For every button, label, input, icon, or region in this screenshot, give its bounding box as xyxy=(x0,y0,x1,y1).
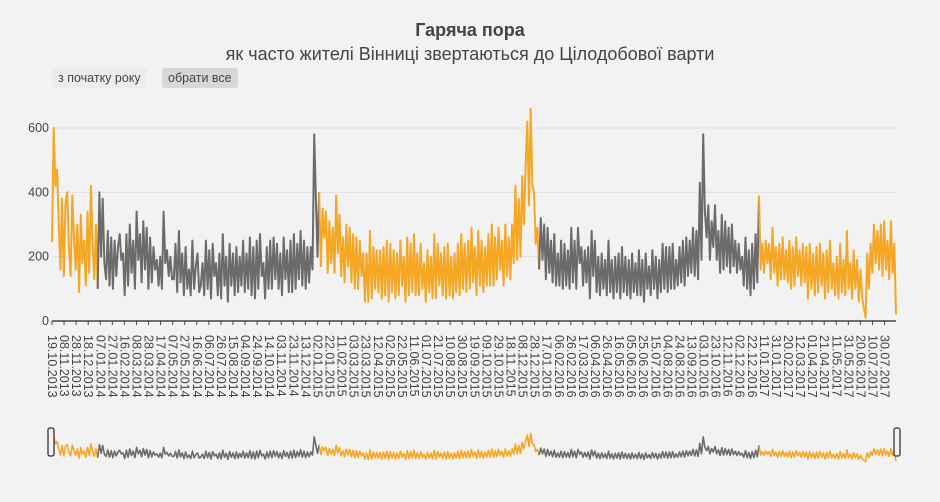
x-tick-label: 28.12.2015 xyxy=(528,335,542,398)
x-axis: 19.10.201308.11.201328.11.201318.12.2013… xyxy=(45,321,892,398)
series-line-navigator xyxy=(318,432,540,461)
x-tick-label: 03.11.2014 xyxy=(274,335,288,397)
x-tick-label: 08.12.2015 xyxy=(516,335,530,398)
x-tick-label: 03.03.2015 xyxy=(347,335,361,398)
x-tick-label: 01.07.2015 xyxy=(419,335,433,398)
x-tick-label: 11.01.2017 xyxy=(757,335,771,397)
x-tick-label: 15.07.2016 xyxy=(648,335,662,398)
x-tick-label: 24.09.2014 xyxy=(250,335,264,398)
x-tick-label: 23.10.2016 xyxy=(709,335,723,398)
series-line-main xyxy=(51,127,99,294)
x-tick-label: 26.02.2016 xyxy=(564,335,578,398)
x-tick-label: 04.09.2014 xyxy=(238,335,252,398)
x-tick-label: 30.08.2015 xyxy=(455,335,469,398)
x-tick-label: 27.05.2014 xyxy=(178,335,192,398)
x-tick-label: 08.03.2014 xyxy=(130,335,144,398)
series-line-navigator xyxy=(538,436,760,461)
x-tick-label: 29.10.2015 xyxy=(491,335,505,398)
x-tick-label: 06.07.2014 xyxy=(202,335,216,398)
x-tick-label: 16.06.2014 xyxy=(190,335,204,398)
y-tick-label: 600 xyxy=(28,121,49,135)
x-tick-label: 05.06.2016 xyxy=(624,335,638,398)
x-tick-label: 23.11.2014 xyxy=(286,335,300,397)
x-tick-label: 20.02.2017 xyxy=(781,335,795,398)
x-tick-label: 17.01.2016 xyxy=(540,335,554,398)
x-tick-label: 12.04.2015 xyxy=(371,335,385,398)
x-tick-label: 30.07.2017 xyxy=(878,335,892,398)
x-tick-label: 26.04.2016 xyxy=(600,335,614,398)
y-tick-label: 400 xyxy=(28,185,49,199)
x-tick-label: 22.12.2016 xyxy=(745,335,759,398)
navigator-right-handle xyxy=(893,427,901,457)
x-tick-label: 11.02.2015 xyxy=(335,335,349,397)
x-tick-label: 31.01.2017 xyxy=(769,335,783,398)
x-tick-label: 24.08.2016 xyxy=(672,335,686,398)
x-tick-label: 02.05.2015 xyxy=(383,335,397,398)
x-tick-label: 10.08.2015 xyxy=(443,335,457,398)
x-tick-label: 17.03.2016 xyxy=(576,335,590,398)
x-tick-label: 07.01.2014 xyxy=(93,335,107,398)
x-tick-label: 19.10.2013 xyxy=(45,335,59,398)
x-tick-label: 12.11.2016 xyxy=(721,335,735,397)
x-tick-label: 10.07.2017 xyxy=(866,335,880,398)
series-line-main xyxy=(538,133,760,303)
x-tick-label: 28.03.2014 xyxy=(142,335,156,398)
x-tick-label: 21.04.2017 xyxy=(817,335,831,398)
x-tick-label: 03.10.2016 xyxy=(697,335,711,398)
series-lines xyxy=(51,107,897,319)
x-tick-label: 26.07.2014 xyxy=(214,335,228,398)
x-tick-label: 02.12.2016 xyxy=(733,335,747,398)
series-line-main xyxy=(318,107,541,303)
select-all-range-button[interactable]: обрати все xyxy=(162,68,238,88)
x-tick-label: 15.08.2014 xyxy=(226,335,240,398)
x-tick-label: 06.04.2016 xyxy=(588,335,602,398)
y-tick-label: 200 xyxy=(28,250,49,264)
x-tick-label: 02.01.2015 xyxy=(310,335,324,398)
x-tick-label: 28.11.2013 xyxy=(69,335,83,397)
x-tick-label: 16.05.2016 xyxy=(612,335,626,398)
x-tick-label: 06.02.2016 xyxy=(552,335,566,398)
y-tick-label: 0 xyxy=(42,314,49,328)
x-tick-label: 23.03.2015 xyxy=(359,335,373,398)
x-tick-label: 11.05.2017 xyxy=(829,335,843,397)
chart-title: Гаряча пора xyxy=(415,20,525,40)
gridlines xyxy=(52,127,896,322)
x-tick-label: 25.06.2016 xyxy=(636,335,650,398)
x-tick-label: 18.12.2013 xyxy=(81,335,95,398)
x-tick-label: 19.09.2015 xyxy=(467,335,481,398)
x-tick-label: 16.02.2014 xyxy=(117,335,131,398)
chart-subtitle: як часто жителі Вінниці звертаються до Ц… xyxy=(225,44,715,64)
series-line-main xyxy=(758,195,897,319)
x-tick-label: 22.05.2015 xyxy=(395,335,409,398)
navigator-left-handle xyxy=(47,427,55,457)
x-tick-label: 11.06.2015 xyxy=(407,335,421,397)
x-tick-label: 04.08.2016 xyxy=(660,335,674,398)
x-tick-label: 22.01.2015 xyxy=(323,335,337,398)
x-tick-label: 13.09.2016 xyxy=(685,335,699,398)
range-navigator[interactable] xyxy=(47,427,901,463)
x-tick-label: 20.06.2017 xyxy=(853,335,867,398)
series-line-navigator xyxy=(96,436,320,461)
series-line-main xyxy=(96,133,321,303)
x-tick-label: 18.11.2015 xyxy=(504,335,518,397)
y-axis: 0 200 400 600 xyxy=(28,121,49,328)
x-tick-label: 08.11.2013 xyxy=(57,335,71,397)
x-tick-label: 31.05.2017 xyxy=(841,335,855,398)
series-line-navigator xyxy=(51,435,99,459)
x-tick-label: 01.04.2017 xyxy=(805,335,819,398)
x-tick-label: 21.07.2015 xyxy=(431,335,445,398)
x-tick-label: 09.10.2015 xyxy=(479,335,493,398)
x-tick-label: 12.03.2017 xyxy=(793,335,807,398)
x-tick-label: 13.12.2014 xyxy=(298,335,312,398)
x-tick-label: 17.04.2014 xyxy=(154,335,168,398)
x-tick-label: 14.10.2014 xyxy=(262,335,276,398)
x-tick-label: 07.05.2014 xyxy=(166,335,180,398)
ytd-range-button[interactable]: з початку року xyxy=(52,68,147,88)
x-tick-label: 27.01.2014 xyxy=(105,335,119,398)
series-line-navigator xyxy=(758,444,897,463)
